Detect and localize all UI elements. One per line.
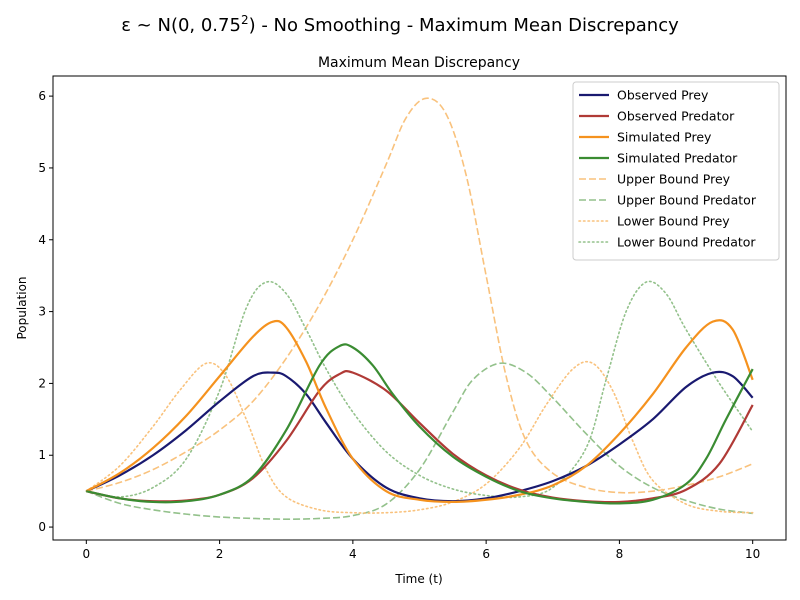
legend-box xyxy=(572,81,780,261)
series-line-simulated-prey xyxy=(85,319,754,504)
y-axis: 0 1 2 3 4 5 6 xyxy=(38,89,53,534)
y-tick-label: 2 xyxy=(38,376,46,390)
x-tick-label: 10 xyxy=(745,547,760,561)
legend-label: Lower Bound Predator xyxy=(617,235,756,250)
y-tick-label: 0 xyxy=(38,520,46,534)
x-axis: 0 2 4 6 8 10 xyxy=(82,540,760,561)
chart-title: Maximum Mean Discrepancy xyxy=(318,55,520,71)
y-tick-label: 3 xyxy=(38,305,46,319)
x-tick-label: 8 xyxy=(616,547,624,561)
legend-label: Lower Bound Prey xyxy=(617,214,730,229)
legend-label: Simulated Predator xyxy=(617,151,738,166)
x-tick-label: 6 xyxy=(482,547,490,561)
series-line-lower-bound-prey xyxy=(85,360,754,514)
plot-frame xyxy=(52,75,787,541)
x-axis-label: Time (t) xyxy=(394,572,442,586)
series-line-observed-predator xyxy=(86,370,754,504)
y-tick-label: 1 xyxy=(38,448,46,462)
legend-label: Observed Predator xyxy=(617,109,735,124)
legend-label: Simulated Prey xyxy=(617,130,712,145)
y-tick-label: 4 xyxy=(38,233,46,247)
series-line-upper-bound-predator xyxy=(86,362,753,520)
y-tick-label: 6 xyxy=(38,89,46,103)
series-line-lower-bound-predator xyxy=(85,280,754,499)
series-line-upper-bound-prey xyxy=(86,97,753,494)
legend: Observed Prey Observed Predator Simulated … xyxy=(572,81,780,261)
x-tick-label: 4 xyxy=(349,547,357,561)
legend-label: Observed Prey xyxy=(617,88,709,103)
y-axis-label: Population xyxy=(15,276,29,339)
series-line-observed-prey xyxy=(85,370,754,503)
series-line-simulated-predator xyxy=(86,343,754,505)
x-tick-label: 2 xyxy=(216,547,224,561)
x-tick-label: 0 xyxy=(82,547,90,561)
legend-label: Upper Bound Prey xyxy=(617,172,731,187)
chart-suptitle: ε ~ N(0, 0.752) - No Smoothing - Maximum… xyxy=(121,13,679,36)
y-tick-label: 5 xyxy=(38,161,46,175)
legend-label: Upper Bound Predator xyxy=(617,193,757,208)
series-layer xyxy=(85,97,754,520)
